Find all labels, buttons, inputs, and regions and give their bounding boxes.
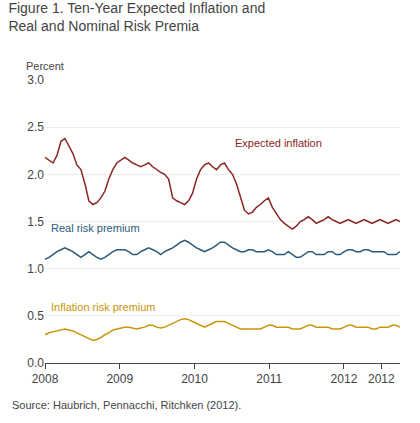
svg-text:2009: 2009: [106, 372, 133, 386]
svg-text:2012: 2012: [368, 372, 395, 386]
svg-text:2.5: 2.5: [27, 120, 44, 134]
svg-text:Inflation risk premium: Inflation risk premium: [51, 301, 156, 313]
svg-text:Percent: Percent: [26, 60, 64, 72]
svg-text:3.0: 3.0: [27, 73, 44, 87]
svg-text:Expected inflation: Expected inflation: [235, 137, 322, 149]
svg-text:2012: 2012: [331, 372, 358, 386]
svg-text:2010: 2010: [181, 372, 208, 386]
svg-text:2008: 2008: [32, 372, 59, 386]
svg-text:1.0: 1.0: [27, 262, 44, 276]
svg-text:0.0: 0.0: [27, 356, 44, 370]
svg-text:2011: 2011: [256, 372, 282, 386]
svg-text:Real risk premium: Real risk premium: [51, 222, 140, 234]
svg-text:1.5: 1.5: [27, 215, 44, 229]
svg-text:Source: Haubrich, Pennacchi, R: Source: Haubrich, Pennacchi, Ritchken (2…: [12, 399, 241, 411]
svg-text:Figure 1. Ten-Year Expected In: Figure 1. Ten-Year Expected Inflation an…: [8, 0, 265, 34]
svg-text:0.5: 0.5: [27, 309, 44, 323]
svg-text:2.0: 2.0: [27, 168, 44, 182]
